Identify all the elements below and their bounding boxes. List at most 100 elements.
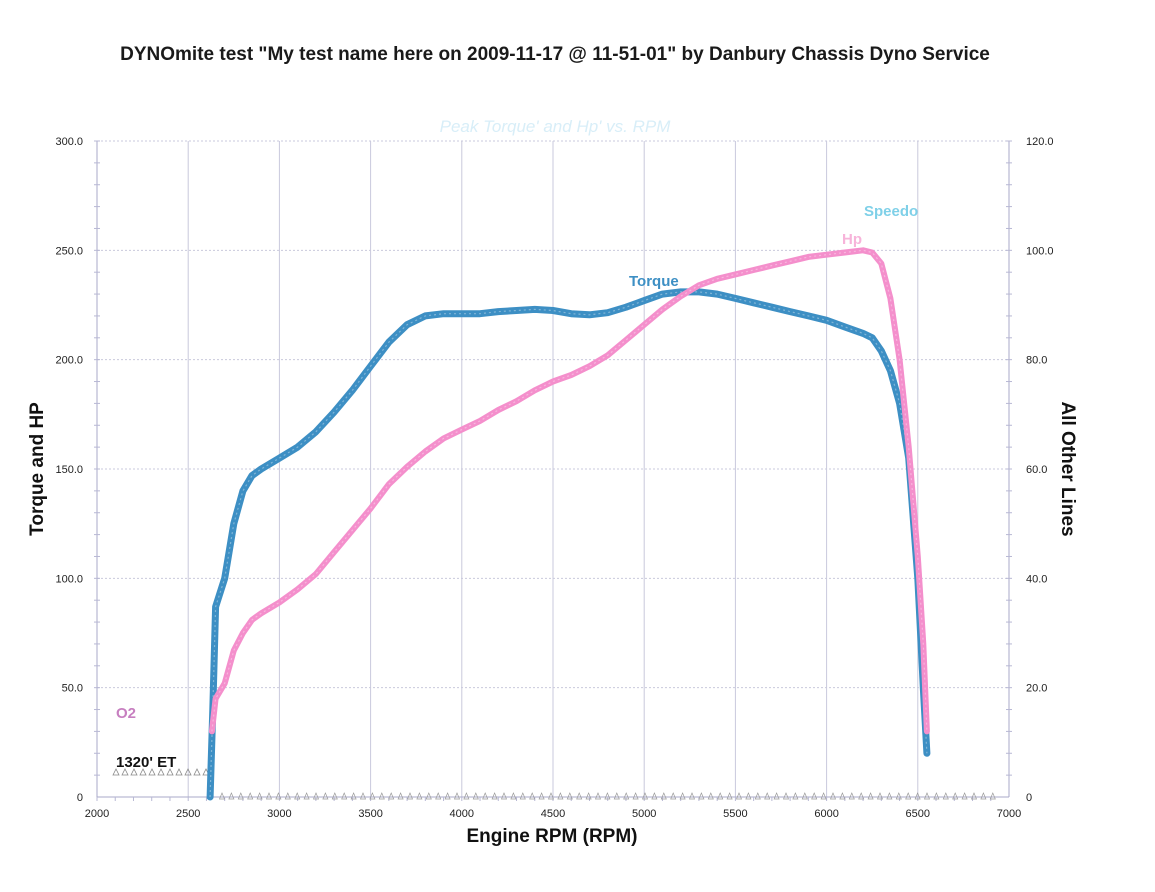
baseline-marker xyxy=(482,792,489,800)
baseline-marker xyxy=(726,792,733,800)
baseline-marker xyxy=(500,792,508,800)
y2-tick-label: 40.0 xyxy=(1026,573,1047,585)
baseline-marker xyxy=(388,792,395,800)
baseline-marker xyxy=(942,792,949,800)
baseline-marker xyxy=(858,792,865,800)
baseline-marker xyxy=(604,792,611,800)
baseline-marker xyxy=(312,792,320,800)
baseline-marker xyxy=(745,792,752,800)
x-tick-label: 2500 xyxy=(176,808,200,820)
hp-label: Hp xyxy=(842,231,862,248)
torque-line xyxy=(206,288,931,801)
torque-label: Torque xyxy=(629,273,679,290)
baseline-marker xyxy=(980,792,987,800)
y-tick-label: 200.0 xyxy=(55,355,83,367)
et-label: 1320' ET xyxy=(116,754,176,771)
et-marker xyxy=(121,768,129,776)
et-marker xyxy=(184,768,192,776)
x-axis-label: Engine RPM (RPM) xyxy=(467,826,638,847)
baseline-marker xyxy=(425,792,432,800)
baseline-marker xyxy=(331,792,338,800)
baseline-marker xyxy=(529,792,536,800)
baseline-marker xyxy=(322,792,329,800)
y-tick-labels: 0 50.0 100.0 150.0 200.0 250.0 300.0 xyxy=(55,136,83,804)
x-tick-label: 4500 xyxy=(541,808,565,820)
y-tick-label: 250.0 xyxy=(55,245,83,257)
baseline-marker xyxy=(585,792,592,800)
et-marker xyxy=(112,768,120,776)
grid xyxy=(96,140,1010,798)
baseline-marker xyxy=(811,792,818,800)
baseline-marker xyxy=(416,792,423,800)
hp-line xyxy=(208,247,930,735)
baseline-marker xyxy=(623,792,630,800)
baseline-marker xyxy=(594,792,602,800)
baseline-marker xyxy=(256,792,263,800)
series-lines xyxy=(206,247,931,801)
torque-line-texture xyxy=(209,291,928,798)
y-tick-label: 150.0 xyxy=(55,464,83,476)
baseline-marker xyxy=(792,792,799,800)
baseline-marker xyxy=(886,792,893,800)
baseline-marker xyxy=(876,792,884,800)
et-marker xyxy=(193,768,201,776)
chart-subtitle: Peak Torque' and Hp' vs. RPM xyxy=(440,117,672,136)
baseline-marker xyxy=(782,792,790,800)
baseline-marker xyxy=(848,792,855,800)
baseline-marker xyxy=(754,792,761,800)
y-tick-label: 0 xyxy=(77,792,83,804)
baseline-marker xyxy=(547,792,555,800)
baseline-marker xyxy=(698,792,705,800)
baseline-marker xyxy=(491,792,498,800)
baseline-marker xyxy=(895,792,902,800)
y2-tick-labels: 0 20.0 40.0 60.0 80.0 100.0 120.0 xyxy=(1026,136,1054,804)
baseline-marker xyxy=(228,792,235,800)
y2-tick-label: 80.0 xyxy=(1026,355,1047,367)
baseline-marker xyxy=(905,792,912,800)
x-tick-label: 4000 xyxy=(450,808,474,820)
x-tick-labels: 2000 2500 3000 3500 4000 4500 5000 5500 6000 6500… xyxy=(85,808,1021,820)
y2-tick-label: 60.0 xyxy=(1026,464,1047,476)
et-marker xyxy=(166,768,174,776)
baseline-marker xyxy=(369,792,376,800)
baseline-marker xyxy=(717,792,724,800)
page-title: DYNOmite test "My test name here on 2009… xyxy=(120,44,990,65)
baseline-marker xyxy=(933,792,940,800)
baseline-marker xyxy=(613,792,620,800)
et-marker xyxy=(130,768,138,776)
y2-tick-label: 120.0 xyxy=(1026,136,1054,148)
baseline-marker xyxy=(472,792,479,800)
x-tick-label: 6000 xyxy=(814,808,838,820)
baseline-marker xyxy=(247,792,254,800)
baseline-marker xyxy=(294,792,301,800)
baseline-marker xyxy=(303,792,310,800)
baseline-marker xyxy=(801,792,808,800)
baseline-marker xyxy=(378,792,385,800)
x-tick-label: 5500 xyxy=(723,808,747,820)
y2-axis-label: All Other Lines xyxy=(1057,401,1078,536)
baseline-marker xyxy=(576,792,583,800)
baseline-marker xyxy=(632,792,639,800)
baseline-marker xyxy=(341,792,348,800)
y-tick-label: 50.0 xyxy=(62,683,83,695)
baseline-marker xyxy=(707,792,714,800)
x-tick-label: 6500 xyxy=(906,808,930,820)
baseline-marker xyxy=(651,792,658,800)
et-marker xyxy=(157,768,165,776)
baseline-marker xyxy=(952,792,959,800)
baseline-marker xyxy=(453,792,461,800)
et-marker xyxy=(148,768,156,776)
baseline-marker xyxy=(970,792,978,800)
baseline-marker xyxy=(829,792,837,800)
baseline-marker xyxy=(923,792,931,800)
x-tick-label: 7000 xyxy=(997,808,1021,820)
baseline-marker xyxy=(538,792,545,800)
plot-frame xyxy=(94,140,1012,801)
baseline-marker xyxy=(989,792,996,800)
x-tick-label: 3500 xyxy=(358,808,382,820)
baseline-marker xyxy=(519,792,526,800)
baseline-marker xyxy=(237,792,244,800)
baseline-marker xyxy=(406,792,414,800)
et-marker xyxy=(175,768,183,776)
